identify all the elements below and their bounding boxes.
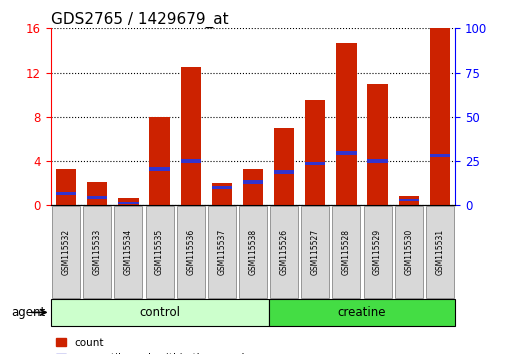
- Text: GSM115535: GSM115535: [155, 229, 164, 275]
- Bar: [336, 43, 356, 205]
- FancyBboxPatch shape: [176, 206, 205, 298]
- Text: GSM115530: GSM115530: [403, 229, 413, 275]
- Bar: [87, 182, 107, 205]
- Text: GSM115538: GSM115538: [248, 229, 257, 275]
- Bar: [274, 170, 294, 174]
- FancyBboxPatch shape: [425, 206, 453, 298]
- Bar: [305, 162, 325, 166]
- Text: GSM115532: GSM115532: [62, 229, 71, 275]
- Bar: [336, 152, 356, 155]
- FancyBboxPatch shape: [300, 206, 329, 298]
- FancyBboxPatch shape: [52, 206, 80, 298]
- Bar: [180, 67, 200, 205]
- FancyBboxPatch shape: [50, 299, 268, 326]
- Bar: [211, 183, 231, 205]
- Text: control: control: [139, 306, 180, 319]
- Bar: [56, 192, 76, 195]
- Bar: [398, 196, 418, 205]
- Text: GSM115529: GSM115529: [372, 229, 381, 275]
- Bar: [274, 128, 294, 205]
- Text: GSM115536: GSM115536: [186, 229, 195, 275]
- Text: GSM115531: GSM115531: [434, 229, 443, 275]
- Text: creatine: creatine: [337, 306, 385, 319]
- Text: GSM115533: GSM115533: [92, 229, 102, 275]
- Bar: [305, 100, 325, 205]
- Text: GSM115527: GSM115527: [310, 229, 319, 275]
- Bar: [242, 180, 263, 184]
- FancyBboxPatch shape: [270, 206, 297, 298]
- Bar: [429, 28, 449, 205]
- Bar: [118, 202, 138, 205]
- Text: GSM115537: GSM115537: [217, 229, 226, 275]
- FancyBboxPatch shape: [83, 206, 111, 298]
- FancyBboxPatch shape: [394, 206, 422, 298]
- Text: agent: agent: [11, 306, 45, 319]
- Bar: [149, 117, 169, 205]
- Text: GDS2765 / 1429679_at: GDS2765 / 1429679_at: [50, 12, 228, 28]
- Bar: [242, 169, 263, 205]
- Text: GSM115534: GSM115534: [124, 229, 133, 275]
- Bar: [149, 167, 169, 171]
- FancyBboxPatch shape: [145, 206, 173, 298]
- Bar: [429, 154, 449, 157]
- FancyBboxPatch shape: [332, 206, 360, 298]
- Bar: [367, 84, 387, 205]
- Bar: [87, 196, 107, 199]
- Bar: [118, 198, 138, 205]
- Bar: [367, 159, 387, 163]
- FancyBboxPatch shape: [114, 206, 142, 298]
- Bar: [180, 159, 200, 163]
- Bar: [211, 186, 231, 189]
- FancyBboxPatch shape: [238, 206, 267, 298]
- Bar: [56, 169, 76, 205]
- Legend: count, percentile rank within the sample: count, percentile rank within the sample: [56, 338, 250, 354]
- Text: GSM115526: GSM115526: [279, 229, 288, 275]
- Bar: [398, 199, 418, 201]
- FancyBboxPatch shape: [268, 299, 454, 326]
- FancyBboxPatch shape: [363, 206, 391, 298]
- FancyBboxPatch shape: [208, 206, 235, 298]
- Text: GSM115528: GSM115528: [341, 229, 350, 275]
